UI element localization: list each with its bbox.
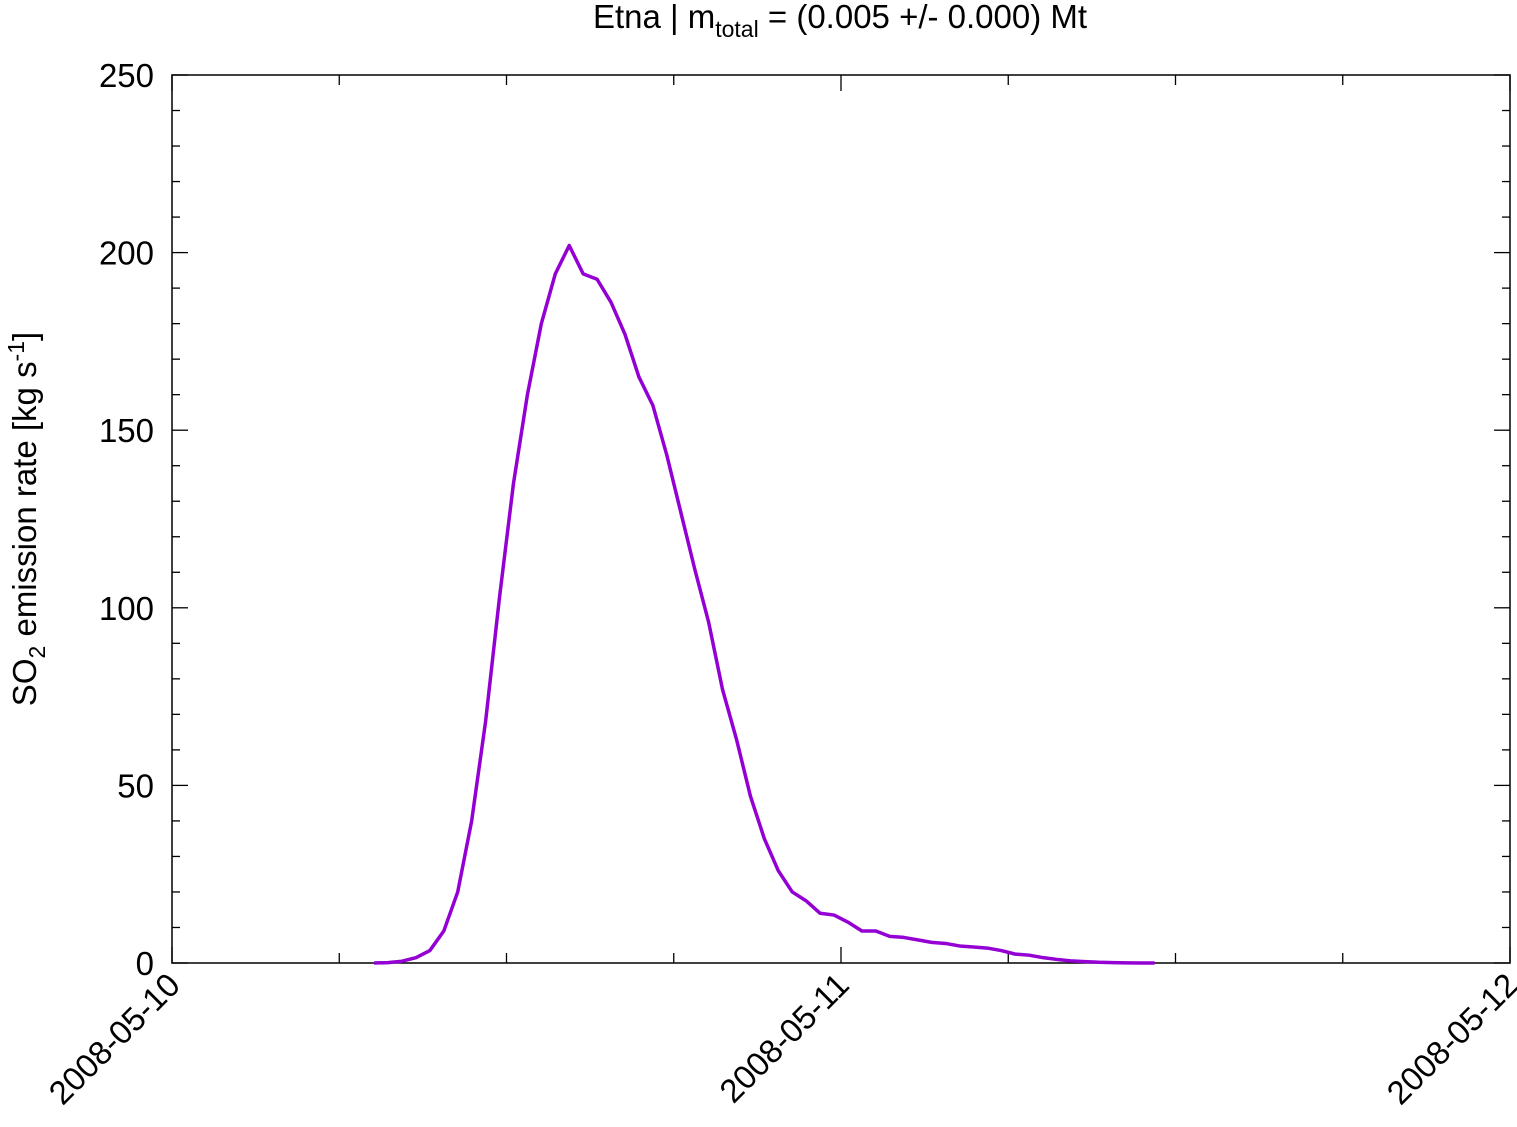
- x-tick-label: 2008-05-12: [1379, 966, 1517, 1112]
- label-part: emission rate [kg s: [6, 361, 43, 645]
- label-part: SO: [6, 659, 43, 707]
- label-superscript: -1: [3, 341, 29, 361]
- label-subscript: 2: [24, 646, 50, 659]
- y-axis-label: SO2 emission rate [kg s-1]: [3, 332, 50, 706]
- title-subscript: total: [715, 16, 758, 42]
- label-part: ]: [6, 332, 43, 341]
- y-tick-label: 100: [99, 590, 154, 627]
- y-tick-label: 150: [99, 412, 154, 449]
- title-part: = (0.005 +/- 0.000) Mt: [759, 0, 1087, 35]
- y-tick-label: 200: [99, 235, 154, 272]
- y-tick-label: 250: [99, 57, 154, 94]
- title-part: Etna | m: [593, 0, 715, 35]
- x-tick-label: 2008-05-10: [41, 966, 187, 1112]
- chart-title: Etna | mtotal = (0.005 +/- 0.000) Mt: [593, 0, 1087, 42]
- data-line: [374, 243, 1155, 965]
- x-tick-label: 2008-05-11: [712, 966, 856, 1110]
- y-tick-label: 0: [136, 945, 154, 982]
- plot-frame: [171, 74, 1511, 964]
- y-tick-label: 50: [117, 767, 154, 804]
